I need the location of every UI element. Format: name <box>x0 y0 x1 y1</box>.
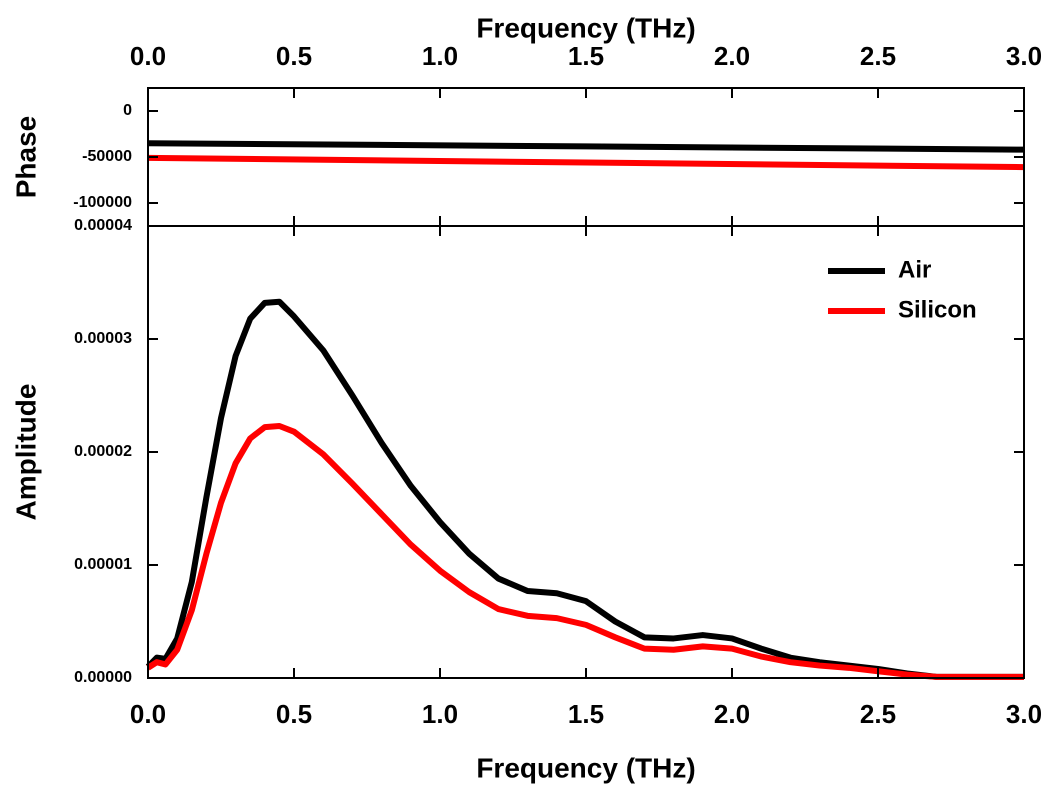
x-tick-label: 1.5 <box>568 699 604 729</box>
x-tick-label: 1.0 <box>422 699 458 729</box>
x-tick-label: 3.0 <box>1006 699 1042 729</box>
y-tick-label: 0.00000 <box>74 669 132 686</box>
x-tick-label: 0.0 <box>130 699 166 729</box>
legend-label: Silicon <box>898 296 977 323</box>
data-line <box>147 154 1025 171</box>
y-tick-label: 0 <box>123 102 132 119</box>
x-tick-label: 2.5 <box>860 699 896 729</box>
y-tick-label: 0.00002 <box>74 443 132 460</box>
x-axis-title: Frequency (THz) <box>476 12 695 43</box>
y-tick-label: 0.00003 <box>74 330 132 347</box>
x-tick-label: 2.5 <box>860 41 896 71</box>
x-tick-label: 1.5 <box>568 41 604 71</box>
x-tick-label: 2.0 <box>714 41 750 71</box>
x-tick-label: 0.5 <box>276 41 312 71</box>
x-axis-title: Frequency (THz) <box>476 752 695 783</box>
y-tick-label: -100000 <box>73 194 132 211</box>
x-tick-label: 2.0 <box>714 699 750 729</box>
x-tick-label: 0.5 <box>276 699 312 729</box>
x-tick-label: 3.0 <box>1006 41 1042 71</box>
data-line <box>146 423 1024 680</box>
x-tick-label: 0.0 <box>130 41 166 71</box>
x-tick-label: 1.0 <box>422 41 458 71</box>
legend-label: Air <box>898 256 931 283</box>
data-line <box>147 140 1025 153</box>
y-axis-title: Phase <box>10 116 41 199</box>
plot-frame <box>147 225 1025 679</box>
y-tick-label: 0.00001 <box>74 556 132 573</box>
y-tick-label: 0.00004 <box>74 217 132 234</box>
y-axis-title: Amplitude <box>10 384 41 521</box>
y-tick-label: -50000 <box>82 148 132 165</box>
data-line <box>145 298 1024 680</box>
